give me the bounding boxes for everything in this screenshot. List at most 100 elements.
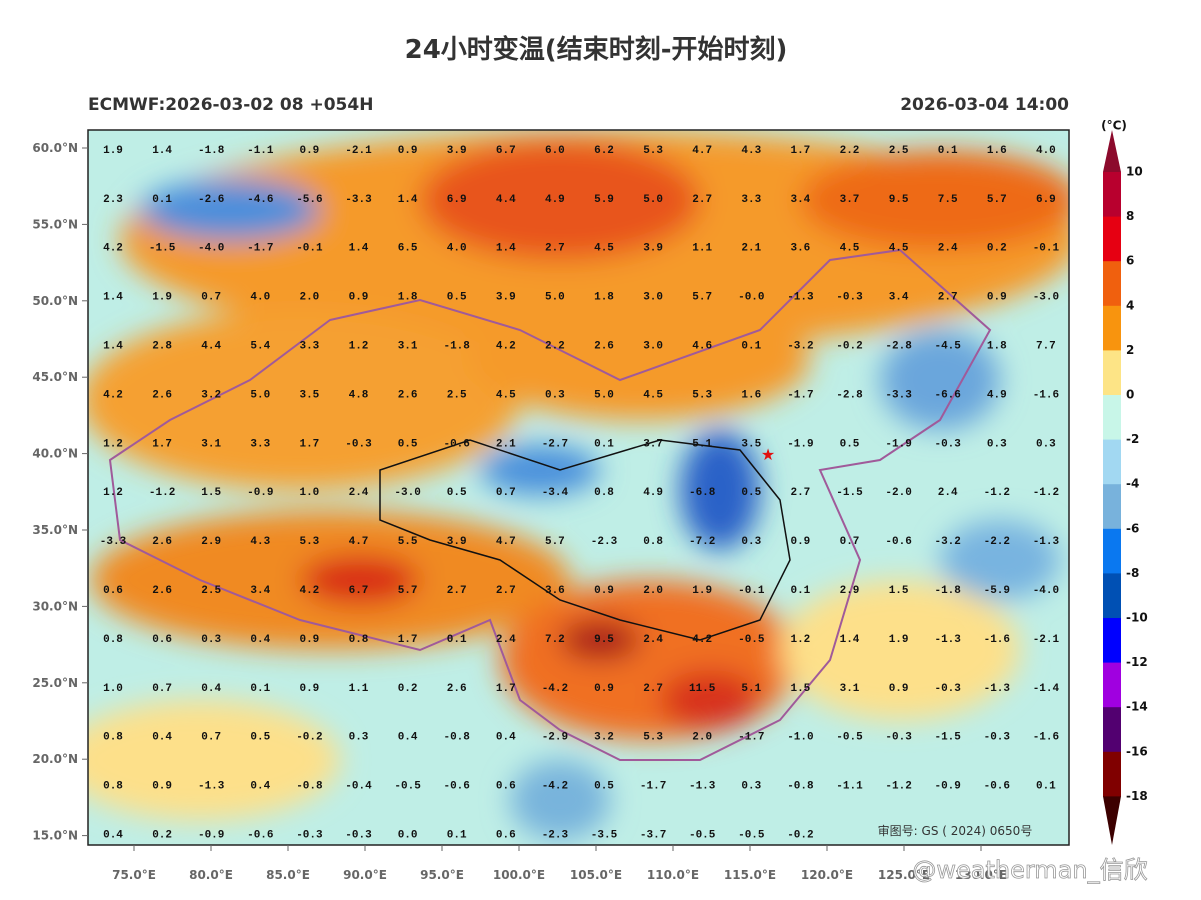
grid-value: -1.9 [787, 438, 813, 450]
grid-value: 0.5 [447, 487, 467, 499]
lat-label: 55.0°N [32, 217, 78, 231]
grid-value: 2.7 [447, 585, 467, 597]
colorbar-label: 8 [1126, 209, 1134, 223]
grid-value: -0.6 [247, 830, 273, 842]
grid-value: -2.6 [198, 194, 224, 206]
grid-value: 1.2 [349, 341, 369, 353]
grid-value: -0.5 [738, 830, 765, 842]
grid-value: 3.0 [643, 341, 663, 353]
grid-value: 2.9 [840, 585, 860, 597]
grid-value: 5.1 [692, 438, 712, 450]
grid-value: 0.6 [496, 830, 516, 842]
grid-value: -3.3 [100, 536, 127, 548]
grid-value: 5.1 [741, 683, 761, 695]
grid-value: -0.8 [443, 732, 470, 744]
grid-value: 4.0 [447, 243, 467, 255]
grid-value: 2.0 [692, 732, 712, 744]
grid-value: -0.3 [836, 292, 863, 304]
grid-value: 4.0 [1036, 145, 1056, 157]
grid-value: 0.9 [594, 585, 614, 597]
grid-value: -0.6 [443, 438, 469, 450]
grid-value: 1.7 [790, 145, 810, 157]
grid-value: 1.5 [790, 683, 810, 695]
grid-value: -3.0 [394, 487, 420, 499]
grid-value: 5.9 [594, 194, 614, 206]
grid-value: -4.2 [542, 683, 568, 695]
grid-value: 4.9 [545, 194, 565, 206]
grid-value: 3.9 [447, 536, 467, 548]
grid-value: 3.9 [447, 145, 467, 157]
grid-value: 0.8 [103, 781, 123, 793]
grid-value: -0.3 [984, 732, 1011, 744]
grid-value: 0.5 [447, 292, 467, 304]
grid-value: -0.5 [394, 781, 421, 793]
grid-value: -2.1 [1033, 634, 1060, 646]
grid-value: 9.5 [594, 634, 614, 646]
grid-value: 4.5 [594, 243, 614, 255]
grid-value: -0.0 [738, 292, 764, 304]
grid-value: 0.6 [496, 781, 516, 793]
grid-value: -1.0 [787, 732, 813, 744]
grid-value: -0.6 [984, 781, 1010, 793]
grid-value: -1.8 [198, 145, 225, 157]
grid-value: 3.4 [790, 194, 810, 206]
grid-value: 1.9 [889, 634, 909, 646]
grid-value: -1.9 [885, 438, 911, 450]
grid-value: 0.4 [201, 683, 221, 695]
colorbar-unit: (°C) [1101, 119, 1127, 133]
grid-value: 3.2 [594, 732, 614, 744]
grid-value: 0.1 [1036, 781, 1056, 793]
colorbar-label: -10 [1126, 611, 1148, 625]
grid-value: 2.7 [496, 585, 516, 597]
grid-value: 1.4 [398, 194, 418, 206]
grid-value: 4.6 [692, 341, 712, 353]
grid-value: -1.7 [247, 243, 273, 255]
grid-value: -1.3 [1033, 536, 1060, 548]
grid-value: 11.5 [689, 683, 716, 695]
grid-value: 0.5 [594, 781, 614, 793]
grid-value: 0.5 [741, 487, 761, 499]
grid-value: 2.6 [152, 536, 172, 548]
grid-value: 4.3 [250, 536, 270, 548]
lon-label: 80.0°E [189, 868, 233, 882]
grid-value: -0.3 [345, 830, 372, 842]
grid-value: 6.2 [594, 145, 614, 157]
grid-value: 1.4 [349, 243, 369, 255]
grid-value: 0.3 [1036, 438, 1056, 450]
grid-value: 0.5 [840, 438, 860, 450]
lon-label: 115.0°E [724, 868, 776, 882]
grid-value: 0.1 [741, 341, 761, 353]
grid-value: 4.4 [201, 341, 221, 353]
grid-value: 5.7 [987, 194, 1007, 206]
lat-label: 50.0°N [32, 294, 78, 308]
grid-value: -1.4 [1033, 683, 1060, 695]
colorbar-label: 6 [1126, 254, 1134, 268]
grid-value: 4.2 [299, 585, 319, 597]
lon-label: 95.0°E [420, 868, 464, 882]
grid-value: 0.6 [152, 634, 172, 646]
lat-label: 60.0°N [32, 141, 78, 155]
grid-value: 0.3 [201, 634, 221, 646]
grid-value: 6.9 [1036, 194, 1056, 206]
credit-watermark: @weatherman_信欣 [912, 856, 1147, 884]
grid-value: -1.6 [1033, 389, 1059, 401]
grid-value: 7.5 [938, 194, 958, 206]
grid-value: 5.7 [692, 292, 712, 304]
grid-value: 3.1 [840, 683, 860, 695]
colorbar-cap-bottom [1103, 796, 1121, 845]
value-grid: 1.9 1.4 -1.8 -1.1 0.9 -2.1 0.9 3.9 6.7 6.0 6.2 5.3 4… [100, 145, 1060, 842]
colorbar-segment [1103, 261, 1121, 307]
grid-value: 9.5 [889, 194, 909, 206]
grid-value: -3.7 [640, 830, 666, 842]
grid-value: 1.9 [103, 145, 123, 157]
grid-value: 1.8 [594, 292, 614, 304]
grid-value: 1.0 [103, 683, 123, 695]
grid-value: 1.9 [692, 585, 712, 597]
grid-value: 2.4 [496, 634, 516, 646]
grid-value: 3.3 [250, 438, 270, 450]
grid-value: 3.9 [643, 243, 663, 255]
grid-value: -1.2 [984, 487, 1010, 499]
grid-value: 0.8 [103, 732, 123, 744]
model-run: ECMWF:2026-03-02 08 +054H [88, 95, 373, 115]
